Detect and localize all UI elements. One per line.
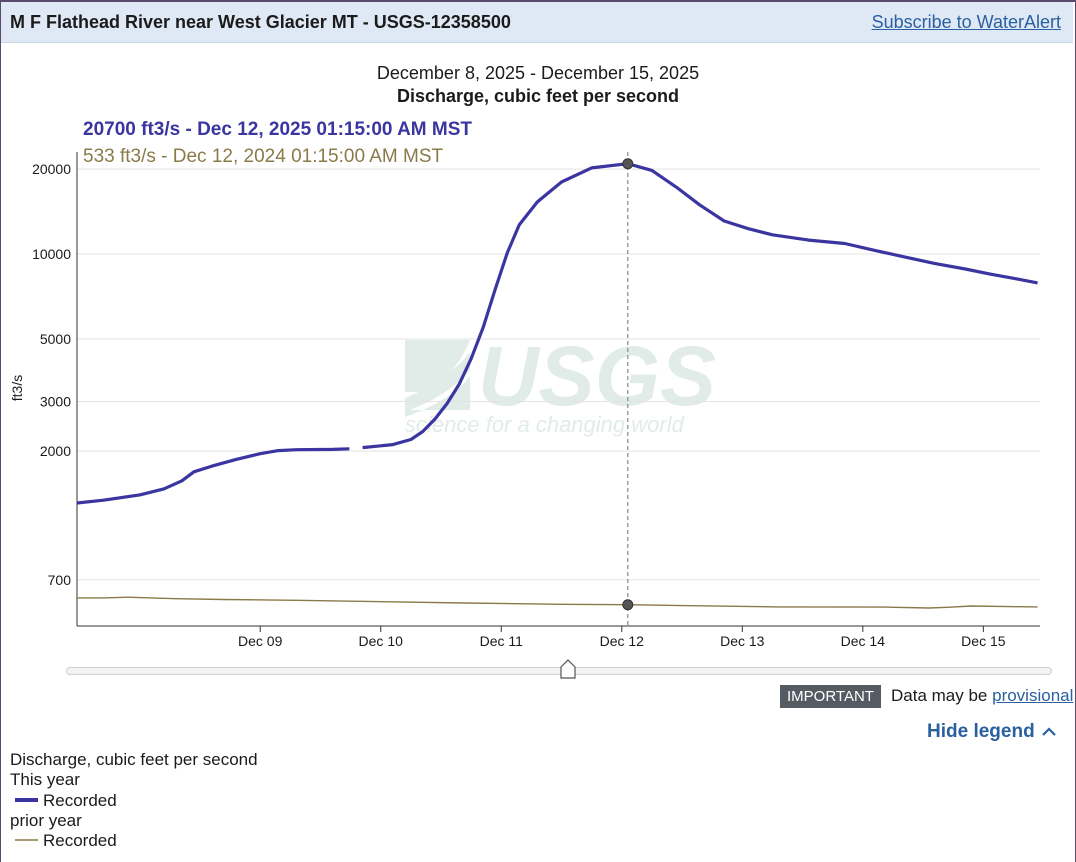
y-axis-label: ft3/s	[9, 375, 25, 401]
legend-item-current: Recorded	[15, 791, 117, 811]
legend-item-current-label: Recorded	[43, 791, 117, 810]
site-title: M F Flathead River near West Glacier MT …	[10, 12, 511, 32]
hide-legend-label: Hide legend	[927, 721, 1035, 742]
y-tick-label: 10000	[32, 246, 71, 262]
x-tick-label: Dec 15	[961, 633, 1006, 649]
tooltip-current-year: 20700 ft3/s - Dec 12, 2025 01:15:00 AM M…	[83, 119, 472, 140]
legend-swatch-current	[15, 797, 38, 802]
x-axis: Dec 09 Dec 10 Dec 11 Dec 12 Dec 13 Dec 14 Dec …	[77, 625, 1040, 649]
x-tick-label: Dec 14	[841, 633, 886, 649]
time-brush-track[interactable]	[66, 667, 1052, 675]
important-badge: IMPORTANT	[780, 685, 881, 708]
provisional-note: Data may be provisional	[891, 686, 1073, 706]
series-current-year-line	[76, 447, 350, 505]
x-tick-label: Dec 13	[720, 633, 765, 649]
provisional-link[interactable]: provisional	[992, 686, 1074, 705]
x-tick-label: Dec 10	[359, 633, 404, 649]
tooltip-prior-year: 533 ft3/s - Dec 12, 2024 01:15:00 AM MST	[83, 146, 444, 167]
chevron-up-icon	[1042, 727, 1056, 736]
legend-swatch-prior	[15, 838, 38, 841]
series-prior-year-line	[77, 596, 1038, 609]
date-range: December 8, 2025 - December 15, 2025	[376, 63, 700, 83]
legend-title: Discharge, cubic feet per second	[10, 750, 258, 769]
provisional-note-text: Data may be	[891, 686, 993, 705]
parameter-title: Discharge, cubic feet per second	[396, 86, 680, 106]
x-tick-label: Dec 12	[600, 633, 645, 649]
time-brush-handle[interactable]	[560, 659, 576, 679]
y-tick-label: 3000	[40, 394, 71, 410]
cursor-point-prior	[622, 599, 634, 611]
legend-this-year-label: This year	[10, 770, 80, 789]
y-grid	[77, 168, 1040, 581]
subscribe-wateralert-link[interactable]: Subscribe to WaterAlert	[871, 12, 1061, 32]
usgs-logo-mark	[405, 340, 470, 417]
y-tick-label: 20000	[32, 161, 71, 177]
legend-prior-year-label: prior year	[10, 811, 82, 830]
y-axis: 700 2000 3000 5000 10000 20000	[32, 152, 78, 626]
site-header: M F Flathead River near West Glacier MT …	[1, 2, 1073, 43]
y-tick-label: 2000	[40, 443, 71, 459]
usgs-watermark-logo: USGS	[478, 329, 716, 423]
legend-item-prior: Recorded	[15, 831, 117, 851]
cursor-point-current	[622, 158, 634, 170]
y-tick-label: 5000	[40, 331, 71, 347]
cursor-layer	[622, 152, 634, 626]
usgs-watermark: USGS science for a changing world	[405, 329, 716, 437]
hide-legend-button[interactable]: Hide legend	[927, 721, 1056, 743]
x-tick-label: Dec 09	[238, 633, 283, 649]
usgs-watermark-tagline: science for a changing world	[405, 412, 685, 437]
y-tick-label: 700	[48, 572, 72, 588]
x-tick-label: Dec 11	[480, 633, 524, 649]
legend-item-prior-label: Recorded	[43, 831, 117, 850]
